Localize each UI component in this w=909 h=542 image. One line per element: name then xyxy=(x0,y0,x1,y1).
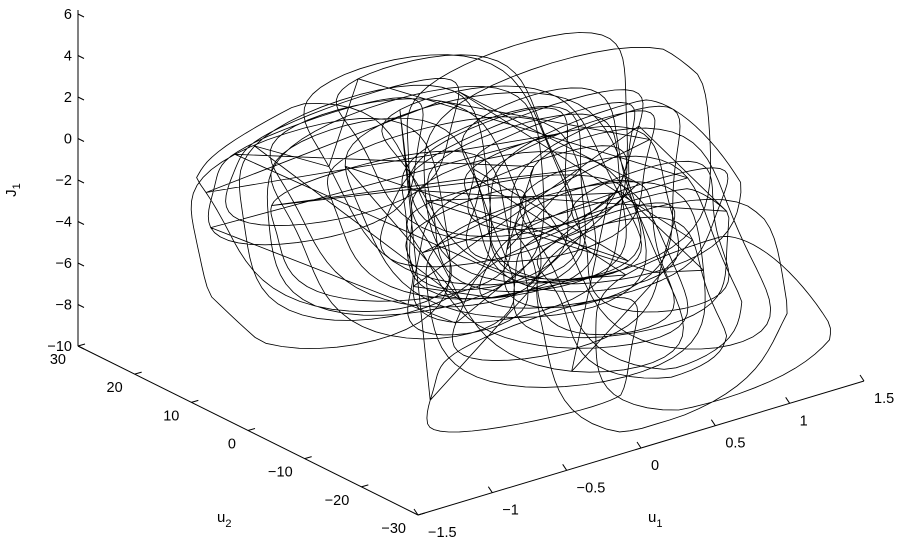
z-axis-label: J1 xyxy=(3,183,23,197)
y-tick-label: 30 xyxy=(50,352,66,368)
y-tick-mark xyxy=(77,343,86,347)
x-tick-label: 0.5 xyxy=(725,436,745,452)
z-tick-label: 0 xyxy=(64,132,72,148)
x-tick-label: −1 xyxy=(502,503,519,519)
z-tick-label: 6 xyxy=(64,7,72,23)
z-tick-label: −8 xyxy=(55,298,72,314)
z-tick-mark xyxy=(77,179,85,184)
y-tick-mark xyxy=(361,484,369,488)
z-tick-label: 4 xyxy=(64,49,72,65)
y-tick-mark xyxy=(191,399,199,403)
z-tick-mark xyxy=(77,221,85,225)
x-tick-mark xyxy=(710,419,716,426)
z-tick-label: −10 xyxy=(47,339,72,355)
x-tick-label: 0 xyxy=(651,458,659,474)
z-tick-label: −2 xyxy=(55,173,72,189)
x-tick-label: −1.5 xyxy=(428,525,457,541)
z-tick-mark xyxy=(77,13,85,18)
x-tick-mark xyxy=(413,508,419,516)
z-ticks: −10 −8 −6 −4 −2 0 2 4 6 xyxy=(47,7,85,355)
x-tick-mark xyxy=(859,374,865,382)
axes xyxy=(77,10,865,516)
z-tick-mark xyxy=(77,304,85,308)
y-tick-label: −20 xyxy=(325,493,350,509)
x-tick-mark xyxy=(785,397,791,404)
x-ticks: −1.5 −1 −0.5 0 0.5 1 1.5 xyxy=(413,374,894,541)
z-tick-mark xyxy=(77,55,85,59)
z-tick-mark xyxy=(77,262,85,267)
y-tick-label: 10 xyxy=(163,408,179,424)
y-tick-mark xyxy=(417,512,426,516)
z-tick-mark xyxy=(77,138,85,142)
y-tick-mark xyxy=(247,428,256,431)
x-tick-label: −0.5 xyxy=(577,480,606,496)
x-tick-mark xyxy=(562,464,568,471)
y-tick-label: 0 xyxy=(228,437,236,453)
y-tick-label: 20 xyxy=(107,380,123,396)
trajectory-line xyxy=(190,32,831,433)
x-axis-label: u1 xyxy=(648,509,662,530)
x-tick-mark xyxy=(636,441,642,449)
x-tick-label: 1 xyxy=(800,413,808,429)
x-tick-mark xyxy=(487,486,493,493)
y-tick-mark xyxy=(304,456,312,460)
z-tick-mark xyxy=(77,96,85,101)
y-tick-label: −10 xyxy=(268,465,293,481)
z-tick-label: −4 xyxy=(55,215,72,231)
x-tick-label: 1.5 xyxy=(874,391,894,407)
z-tick-mark xyxy=(77,345,85,350)
y-axis-label: u2 xyxy=(217,509,231,530)
z-tick-label: 2 xyxy=(64,90,72,106)
y-tick-label: −30 xyxy=(381,521,406,537)
z-tick-label: −6 xyxy=(55,256,72,272)
y-tick-mark xyxy=(134,371,142,375)
y-ticks: −30 −20 −10 0 10 20 30 xyxy=(50,343,426,537)
series-layer xyxy=(190,32,831,433)
